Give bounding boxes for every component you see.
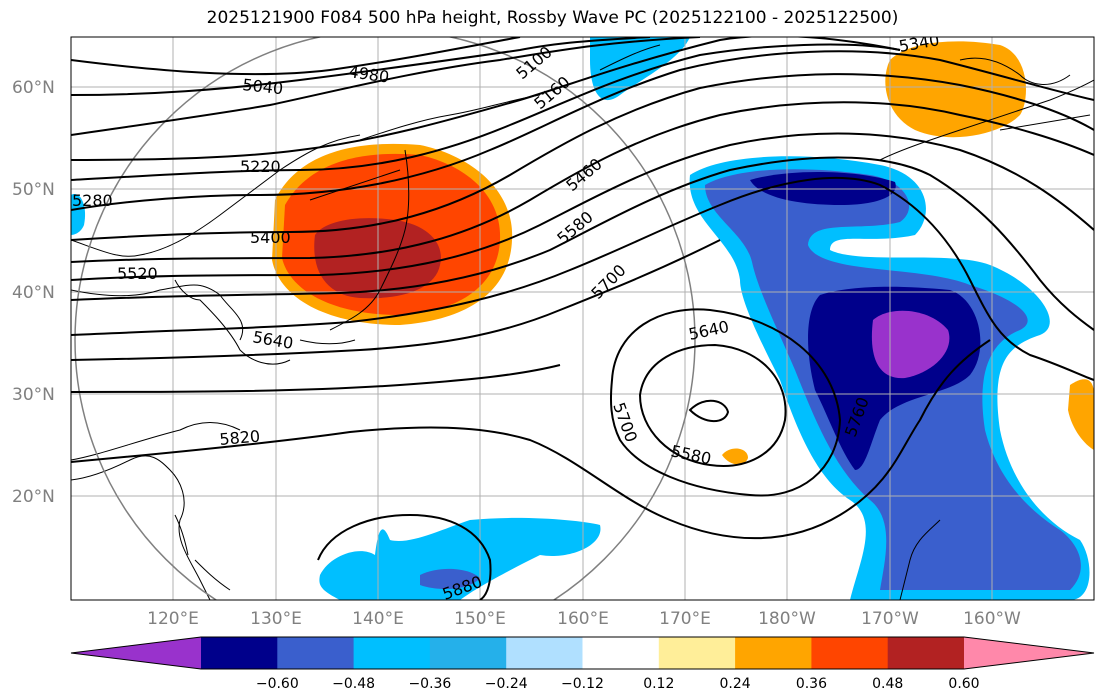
colorbar-label: 0.12 — [643, 676, 674, 692]
colorbar-segment — [658, 637, 736, 669]
negative-anomaly-west-edge — [71, 194, 86, 235]
colorbar-label: 0.60 — [948, 676, 979, 692]
map-title: 2025121900 F084 500 hPa height, Rossby W… — [206, 8, 899, 28]
colorbar-segment — [277, 637, 355, 669]
colorbar-label: −0.36 — [408, 676, 451, 692]
projection-circle — [74, 37, 696, 600]
lon-tick-180w: 180°W — [758, 609, 816, 629]
lon-tick-140e: 140°E — [352, 609, 404, 629]
colorbar-segment — [201, 637, 278, 669]
colorbar-segment — [887, 637, 965, 669]
lon-tick-150e: 150°E — [454, 609, 506, 629]
colorbar: −0.60 −0.48 −0.36 −0.24 −0.12 0.12 0.24 0.36 0.4… — [70, 636, 1095, 692]
colorbar-label: −0.48 — [332, 676, 375, 692]
lat-tick-20: 20°N — [12, 487, 55, 507]
coastlines — [71, 44, 1094, 600]
positive-anomaly-alaska — [885, 41, 1026, 138]
positive-anomaly-small — [722, 448, 748, 465]
lon-tick-170w: 170°W — [861, 609, 919, 629]
plot-area: 4980 5040 5100 5160 5220 5280 5340 5400 … — [71, 37, 1094, 600]
colorbar-label: 0.48 — [872, 676, 903, 692]
graticule — [71, 37, 1094, 600]
lat-tick-60: 60°N — [12, 78, 55, 98]
contour-label-5400: 5400 — [250, 228, 291, 247]
colorbar-segment — [811, 637, 889, 669]
height-contours — [71, 37, 1094, 600]
contour-label-5220: 5220 — [240, 157, 281, 176]
lon-tick-120e: 120°E — [147, 609, 199, 629]
contour-label-5520: 5520 — [117, 264, 158, 283]
lon-tick-130e: 130°E — [250, 609, 302, 629]
colorbar-segment — [735, 637, 812, 669]
colorbar-label: −0.60 — [256, 676, 299, 692]
colorbar-segment — [429, 637, 507, 669]
contour-label-5040: 5040 — [242, 75, 284, 98]
lat-tick-30: 30°N — [12, 385, 55, 405]
colorbar-segment — [506, 637, 583, 669]
colorbar-segment — [353, 637, 431, 669]
lon-tick-160w: 160°W — [963, 609, 1021, 629]
negative-anomaly-south — [319, 517, 601, 600]
colorbar-label: −0.24 — [485, 676, 528, 692]
latitude-ticks: 60°N 50°N 40°N 30°N 20°N — [12, 78, 55, 507]
negative-anomaly-north — [590, 37, 690, 101]
lat-tick-50: 50°N — [12, 180, 55, 200]
colorbar-segment — [582, 637, 660, 669]
lon-tick-170e: 170°E — [659, 609, 711, 629]
lat-tick-40: 40°N — [12, 283, 55, 303]
colorbar-outline — [70, 636, 1095, 670]
longitude-ticks: 120°E 130°E 140°E 150°E 160°E 170°E 180°… — [147, 609, 1021, 629]
colorbar-label: −0.12 — [561, 676, 604, 692]
colorbar-label: 0.36 — [796, 676, 827, 692]
colorbar-label: 0.24 — [720, 676, 751, 692]
positive-anomaly-japan — [272, 143, 513, 325]
lon-tick-160e: 160°E — [557, 609, 609, 629]
positive-anomaly-east-edge — [1068, 379, 1094, 450]
plot-frame — [70, 36, 1095, 601]
contour-label-5280: 5280 — [72, 191, 113, 210]
contour-label-5820: 5820 — [219, 427, 261, 449]
colorbar-extend-low — [71, 637, 201, 669]
colorbar-extend-high — [964, 637, 1094, 669]
